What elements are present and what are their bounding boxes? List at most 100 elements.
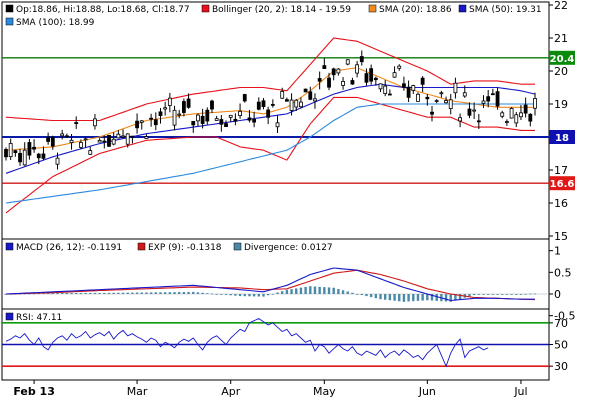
- candle-body: [327, 77, 331, 88]
- candle-body: [93, 118, 97, 127]
- candle-body: [97, 139, 102, 143]
- divergence-bar: [383, 294, 387, 300]
- divergence-bar: [472, 294, 476, 296]
- legend-divergence-swatch: [233, 242, 242, 251]
- divergence-bar: [51, 292, 55, 294]
- divergence-bar: [56, 292, 59, 294]
- divergence-bar: [178, 292, 181, 294]
- divergence-bar: [299, 287, 303, 294]
- candle-body: [299, 101, 303, 108]
- divergence-bar: [224, 294, 228, 295]
- candle-body: [430, 111, 434, 115]
- divergence-bar: [412, 294, 415, 302]
- price-series-2: [5, 67, 535, 151]
- candle-body: [214, 118, 219, 121]
- candle-body: [528, 113, 533, 122]
- candle-body: [13, 150, 18, 154]
- legend-ohlc-swatch: [5, 4, 14, 13]
- price-series-1: [5, 96, 535, 214]
- macd-y-tick-label: 0.5: [554, 266, 572, 279]
- candle-body: [345, 59, 350, 65]
- candle-body: [8, 143, 13, 158]
- x-tick-label: Feb 13: [13, 385, 55, 398]
- candle-body: [462, 92, 467, 97]
- divergence-bar: [201, 292, 204, 294]
- divergence-bar: [323, 287, 326, 294]
- divergence-bar: [79, 292, 83, 294]
- candle-body: [163, 107, 168, 110]
- candle-body: [509, 108, 514, 119]
- rsi-y-tick-label: 70: [554, 317, 568, 330]
- candle-body: [500, 112, 505, 117]
- candle-body: [406, 86, 411, 98]
- candle-body: [486, 96, 491, 102]
- candle-body: [69, 139, 74, 143]
- divergence-bar: [435, 294, 438, 301]
- legend-exp: EXP (9): -0.1318: [148, 243, 222, 253]
- candle-body: [149, 117, 154, 120]
- candle-body: [444, 100, 448, 104]
- divergence-bar: [398, 294, 401, 302]
- divergence-bar: [304, 286, 307, 294]
- rsi-y-tick-label: 50: [554, 339, 568, 352]
- divergence-bar: [388, 294, 392, 301]
- candle-body: [303, 88, 308, 93]
- divergence-bar: [426, 294, 429, 301]
- candle-body: [402, 83, 406, 88]
- divergence-bar: [42, 293, 45, 294]
- divergence-bar: [407, 294, 410, 302]
- candle-body: [252, 119, 257, 123]
- divergence-bar: [257, 294, 260, 297]
- candle-body: [420, 77, 425, 85]
- candle-body: [313, 98, 317, 102]
- candle-body: [308, 91, 313, 100]
- divergence-bar: [313, 286, 317, 294]
- divergence-bar: [337, 289, 340, 294]
- price-series-4: [5, 103, 535, 204]
- legend-sma20-swatch: [368, 4, 377, 13]
- divergence-bar: [121, 292, 125, 294]
- candle-body: [153, 119, 158, 126]
- candle-body: [107, 134, 111, 147]
- candle-body: [336, 68, 341, 74]
- divergence-bar: [510, 294, 513, 295]
- divergence-bar: [173, 292, 176, 294]
- divergence-bar: [430, 294, 434, 301]
- divergence-bar: [402, 294, 406, 302]
- candle-body: [238, 110, 242, 117]
- divergence-bar: [491, 294, 495, 295]
- candle-body: [210, 100, 214, 110]
- candle-body: [439, 92, 444, 95]
- level-label-2: 16.6: [550, 179, 575, 190]
- divergence-bar: [327, 287, 331, 294]
- candle-body: [200, 115, 205, 124]
- divergence-bar: [355, 294, 359, 295]
- divergence-bar: [89, 292, 92, 294]
- candle-body: [490, 93, 495, 96]
- candle-body: [55, 157, 60, 165]
- divergence-bar: [360, 294, 363, 296]
- candle-body: [434, 100, 439, 103]
- candle-body: [158, 111, 163, 117]
- divergence-bar: [262, 294, 265, 297]
- divergence-bar: [154, 292, 158, 294]
- candle-body: [186, 98, 191, 108]
- candle-body: [50, 137, 55, 147]
- candle-body: [74, 122, 79, 125]
- x-tick-label: Jun: [418, 385, 436, 398]
- candle-body: [41, 153, 46, 159]
- divergence-bar: [112, 292, 115, 294]
- candle-body: [514, 114, 519, 124]
- divergence-bar: [32, 293, 36, 295]
- divergence-bar: [496, 294, 499, 295]
- divergence-bar: [458, 294, 462, 300]
- price-y-tick-label: 15: [554, 230, 568, 243]
- rsi-panel: 30 50 70 RSI: 47.11: [1, 308, 568, 381]
- divergence-bar: [37, 293, 40, 295]
- legend-macd-swatch: [5, 242, 14, 251]
- candle-body: [476, 120, 481, 123]
- price-y-tick-label: 16: [554, 197, 568, 210]
- legend-macd: MACD (26, 12): -0.1191: [16, 243, 122, 253]
